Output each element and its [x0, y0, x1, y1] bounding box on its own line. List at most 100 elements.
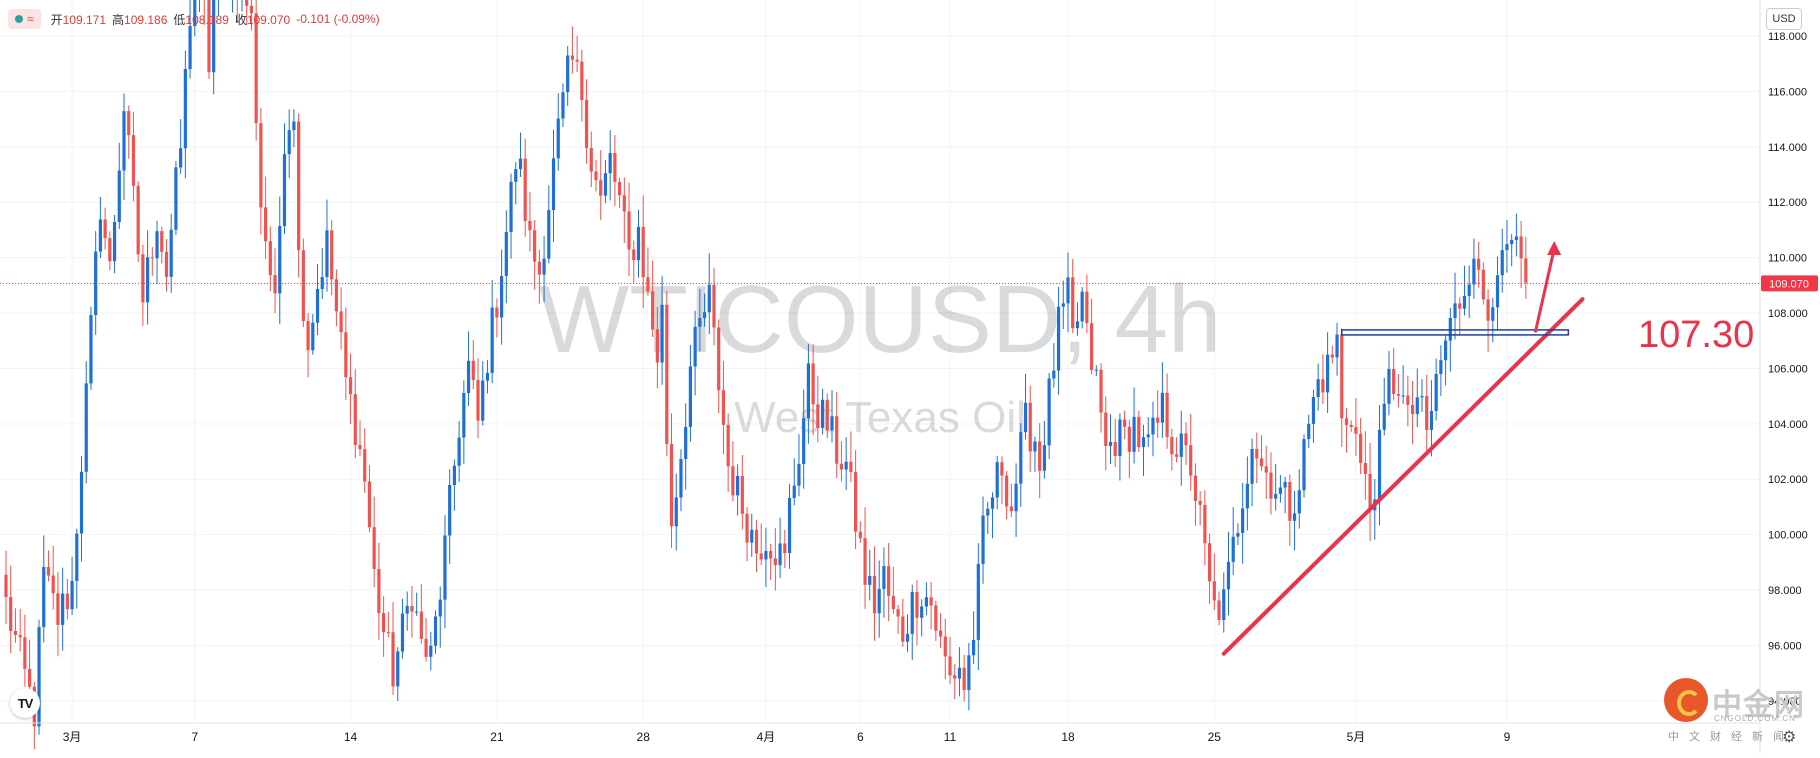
candle-body [1042, 445, 1046, 471]
candle-body [13, 631, 18, 635]
candle-body [150, 257, 154, 259]
candle-body [655, 329, 659, 363]
candle-body [990, 497, 995, 509]
candle-body [1519, 236, 1523, 259]
candle-body [278, 226, 282, 294]
candle-body [1066, 277, 1070, 304]
candle-body [938, 630, 943, 637]
candle-body [773, 558, 777, 566]
candle-body [164, 251, 169, 277]
candle-body [551, 158, 556, 211]
tradingview-logo-icon[interactable]: TV [10, 688, 40, 718]
candle-body [787, 497, 792, 554]
candle-body [584, 99, 589, 148]
candle-body [1075, 321, 1080, 329]
legend-toggle-button[interactable]: ≈ [8, 9, 41, 29]
candle-body [429, 645, 433, 657]
price-axis[interactable]: 94.000 96.000 98.000 100.000 102.000 104.000 1… [1768, 31, 1808, 708]
drawings[interactable] [1221, 241, 1585, 656]
candle-body [1019, 432, 1023, 484]
gear-icon[interactable]: ⚙ [1782, 729, 1797, 746]
candle-body [339, 311, 343, 333]
candle-body [1179, 433, 1183, 457]
time-tick-label: 7 [191, 730, 198, 744]
candle-body [155, 231, 159, 259]
candle-body [533, 230, 537, 262]
candle-body [948, 656, 952, 676]
candle-body [688, 366, 692, 427]
time-tick-label: 18 [1061, 730, 1075, 744]
time-tick-label: 9 [1504, 730, 1511, 744]
candle-body [830, 416, 834, 431]
currency-button[interactable]: USD [1766, 8, 1802, 30]
candle-body [882, 566, 886, 589]
candle-body [575, 59, 579, 62]
candle-body [160, 231, 164, 252]
candle-body [816, 404, 820, 428]
candle-body [910, 591, 914, 634]
ohlc-legend: ≈ 开109.171 高109.186 低108.189 收109.070 -0… [8, 6, 386, 32]
candle-body [570, 55, 574, 60]
projection-arrow-shaft [1533, 248, 1556, 333]
candle-body [1278, 487, 1282, 494]
candle-body [457, 437, 461, 466]
candle-body [1429, 411, 1434, 430]
trendline [1221, 297, 1585, 656]
candle-body [962, 667, 966, 690]
candle-body [183, 69, 187, 149]
candle-body [1174, 454, 1179, 457]
level-annotation-label[interactable]: 107.30 [1638, 314, 1754, 356]
price-tick-label: 106.000 [1768, 363, 1808, 375]
candle-body [131, 135, 136, 186]
candle-body [603, 173, 608, 196]
candle-body [112, 222, 117, 262]
candle-body [693, 326, 697, 367]
candle-body [797, 463, 801, 486]
candle-body [778, 543, 782, 566]
price-tick-label: 112.000 [1768, 197, 1807, 209]
candle-body [1203, 504, 1207, 544]
candle-body [528, 220, 532, 231]
candle-body [1335, 334, 1339, 358]
candle-body [1420, 396, 1424, 398]
candle-body [1274, 493, 1278, 499]
candle-body [674, 497, 678, 527]
candle-body [141, 254, 145, 303]
candle-body [1108, 441, 1113, 446]
candle-body [646, 277, 650, 292]
candle-body [1160, 392, 1164, 423]
candle-body [367, 481, 372, 528]
candle-body [1123, 419, 1127, 427]
candle-body [127, 111, 131, 136]
candle-body [627, 211, 631, 250]
candle-body [297, 121, 301, 251]
candle-body [868, 575, 872, 585]
change-value: -0.101 (-0.09%) [296, 12, 380, 26]
candle-body [849, 461, 853, 473]
candle-body [684, 426, 688, 460]
candle-body [1472, 258, 1476, 285]
time-axis[interactable]: 3月 7 14 21 28 4月 6 11 18 25 5月 9 [63, 730, 1511, 744]
candle-body [268, 241, 272, 276]
candle-body [740, 475, 744, 514]
candle-body [117, 170, 121, 223]
candle-body [1255, 448, 1259, 459]
candle-body [986, 508, 990, 516]
candle-body [750, 529, 754, 543]
candle-body [1288, 482, 1292, 521]
candle-body [972, 639, 976, 656]
candle-body [301, 250, 305, 322]
time-tick-label: 3月 [63, 730, 82, 744]
candle-body [1462, 295, 1467, 309]
candle-body [1514, 236, 1518, 240]
candle-body [967, 655, 971, 690]
candle-body [94, 251, 98, 316]
candle-body [1184, 433, 1188, 446]
low-label: 低 [173, 12, 186, 27]
candle-body [1226, 561, 1231, 590]
candle-body [896, 609, 900, 617]
candle-body [1090, 323, 1094, 371]
candle-body [42, 566, 46, 628]
